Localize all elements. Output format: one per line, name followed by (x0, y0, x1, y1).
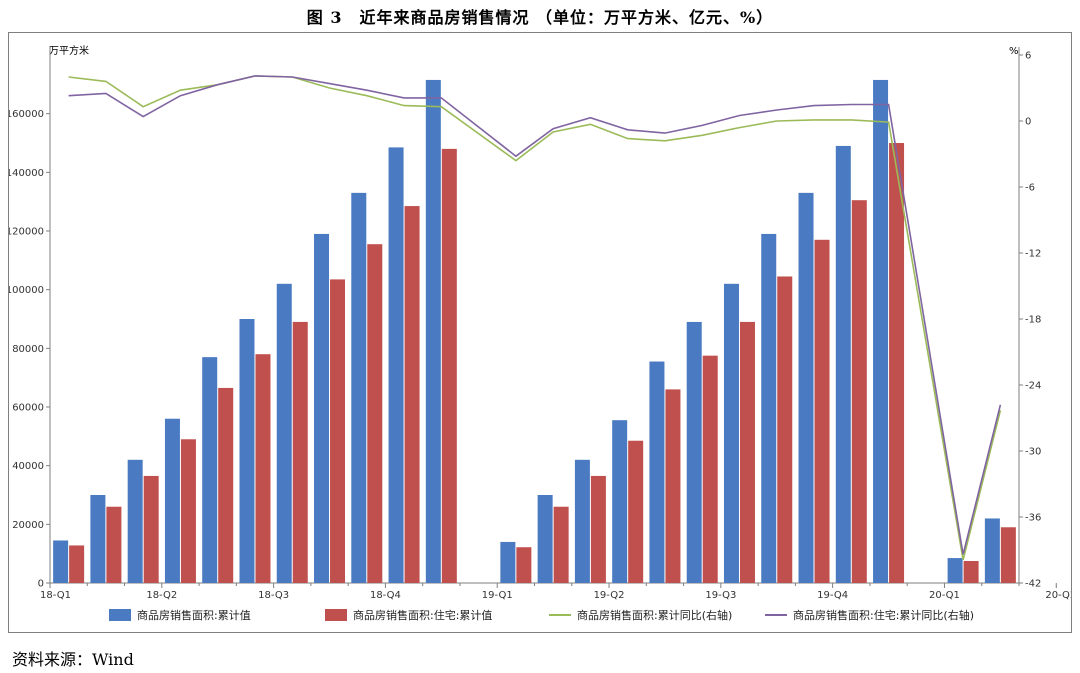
bar-total-area (202, 357, 218, 583)
left-y-tick-label: 0 (38, 579, 44, 590)
x-tick-label: 18-Q4 (370, 590, 401, 601)
bar-residential-area (218, 387, 234, 583)
bar-residential-area (814, 239, 830, 584)
bar-total-area (835, 145, 851, 583)
bar-total-area (314, 233, 330, 583)
bar-total-area (873, 79, 889, 583)
legend-label: 商品房销售面积:累计同比(右轴) (577, 608, 732, 622)
bar-residential-area (777, 276, 793, 583)
bar-total-area (723, 283, 739, 583)
x-tick-label: 19-Q3 (705, 590, 736, 601)
x-tick-label: 18-Q3 (258, 590, 289, 601)
bar-residential-area (590, 475, 606, 583)
bar-residential-area (665, 389, 681, 583)
bar-total-area (649, 361, 665, 583)
bar-residential-area (553, 506, 569, 583)
line-residential-yoy (68, 75, 1002, 555)
bar-residential-area (739, 321, 755, 583)
left-y-tick-label: 120000 (9, 227, 44, 238)
bar-total-area (53, 540, 69, 583)
bar-total-area (798, 192, 814, 583)
right-y-tick-label: -24 (1025, 381, 1041, 392)
left-y-tick-label: 20000 (12, 520, 44, 531)
right-y-tick-label: -42 (1025, 579, 1041, 590)
x-tick-label: 20-Q1 (929, 590, 960, 601)
bar-residential-area (143, 475, 159, 583)
legend-label: 商品房销售面积:住宅:累计同比(右轴) (793, 608, 974, 622)
line-total-yoy (68, 75, 1002, 561)
bar-residential-area (702, 355, 718, 583)
bar-residential-area (180, 439, 196, 583)
bar-total-area (537, 495, 553, 583)
bar-total-area (164, 418, 180, 583)
bar-total-area (947, 558, 963, 583)
right-y-tick-label: -18 (1025, 315, 1041, 326)
bar-residential-area (628, 440, 644, 583)
right-y-tick-label: -36 (1025, 513, 1041, 524)
left-y-tick-label: 60000 (12, 403, 44, 414)
left-y-tick-label: 100000 (9, 285, 44, 296)
legend-label: 商品房销售面积:累计值 (137, 608, 251, 622)
left-axis-unit: 万平方米 (49, 44, 89, 57)
bar-residential-area (330, 279, 346, 583)
combo-chart: 万平方米 % 0 20000 40000 60000 80000 100000 120000… (9, 44, 1071, 622)
bar-residential-area (404, 206, 420, 584)
bar-residential-area (963, 561, 979, 583)
bar-total-area (574, 459, 590, 583)
x-tick-label: 19-Q1 (482, 590, 513, 601)
x-tick-label: 20-Q2 (1045, 590, 1071, 601)
source-note: 资料来源：Wind (12, 650, 134, 669)
bar-total-area (351, 192, 367, 583)
right-y-tick-label: 0 (1025, 117, 1031, 128)
right-axis-unit: % (1009, 46, 1019, 57)
legend-swatch-bar (325, 609, 347, 621)
x-tick-label: 18-Q2 (146, 590, 177, 601)
bar-total-area (388, 147, 404, 583)
bar-residential-area (441, 148, 457, 583)
left-y-tick-label: 140000 (9, 168, 44, 179)
bar-total-area (425, 79, 441, 583)
bar-total-area (239, 319, 255, 583)
bar-residential-area (292, 321, 308, 583)
x-tick-label: 19-Q4 (817, 590, 848, 601)
bar-total-area (612, 420, 628, 583)
right-y-tick-label: -30 (1025, 447, 1041, 458)
bar-residential-area (255, 354, 271, 583)
bar-total-area (761, 233, 777, 583)
legend-swatch-bar (109, 609, 131, 621)
bar-residential-area (367, 244, 383, 583)
bar-residential-area (1000, 527, 1016, 583)
bar-residential-area (851, 200, 867, 583)
chart-frame: 万平方米 % 0 20000 40000 60000 80000 100000 120000… (8, 32, 1072, 633)
bar-residential-area (106, 506, 122, 583)
bar-total-area (686, 321, 702, 583)
x-tick-label: 19-Q2 (594, 590, 625, 601)
bar-total-area (984, 518, 1000, 583)
right-y-tick-label: -12 (1025, 249, 1041, 260)
x-tick-label: 18-Q1 (40, 590, 71, 601)
bar-total-area (90, 495, 106, 583)
bar-total-area (500, 541, 516, 583)
figure-title: 图 3 近年来商品房销售情况 （单位：万平方米、亿元、%） (306, 8, 774, 27)
right-y-tick-label: -6 (1025, 183, 1035, 194)
bar-total-area (127, 459, 143, 583)
left-y-tick-label: 160000 (9, 109, 44, 120)
bar-residential-area (69, 545, 85, 583)
left-y-tick-label: 40000 (12, 461, 44, 472)
right-y-tick-label: 6 (1025, 51, 1031, 62)
bar-residential-area (889, 143, 905, 583)
legend-label: 商品房销售面积:住宅:累计值 (353, 608, 492, 622)
bar-total-area (276, 283, 292, 583)
bar-residential-area (516, 547, 532, 583)
left-y-tick-label: 80000 (12, 344, 44, 355)
